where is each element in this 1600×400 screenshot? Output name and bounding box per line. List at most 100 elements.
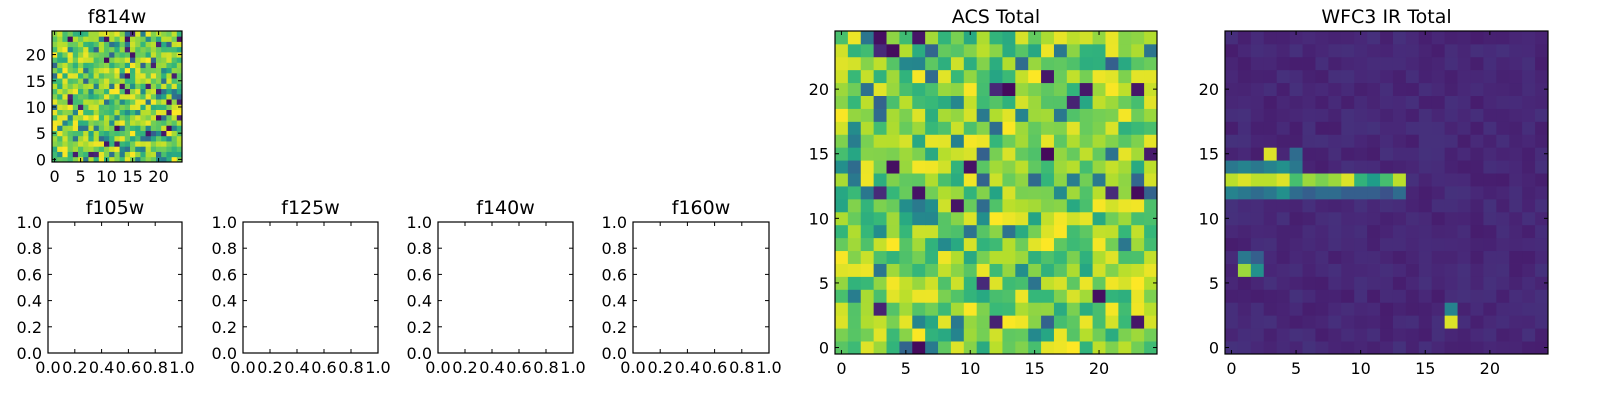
heatmap-cell bbox=[1496, 289, 1510, 303]
heatmap-cell bbox=[1002, 108, 1016, 122]
heatmap-cell bbox=[1289, 108, 1303, 122]
heatmap-cell bbox=[1041, 302, 1055, 316]
heatmap-cell bbox=[1328, 341, 1342, 355]
heatmap-cell bbox=[976, 250, 990, 264]
heatmap-cell bbox=[78, 36, 84, 42]
heatmap-cell bbox=[1315, 250, 1329, 264]
heatmap-cell bbox=[1431, 341, 1446, 355]
heatmap-cell bbox=[166, 83, 172, 90]
heatmap-cell bbox=[1302, 43, 1316, 58]
heatmap-cell bbox=[1092, 237, 1106, 252]
heatmap-cell bbox=[1380, 211, 1394, 226]
heatmap-cell bbox=[1392, 31, 1407, 45]
heatmap-cell bbox=[161, 120, 167, 126]
heatmap-cell bbox=[1367, 173, 1381, 187]
heatmap-cell bbox=[963, 160, 978, 174]
x-tick-label: 20 bbox=[1089, 359, 1109, 378]
heatmap-cell bbox=[140, 88, 146, 95]
heatmap-cell bbox=[124, 72, 131, 79]
heatmap-cell bbox=[912, 69, 926, 84]
heatmap-cell bbox=[925, 315, 939, 329]
heatmap-cell bbox=[1015, 289, 1029, 303]
heatmap-cell bbox=[1328, 56, 1342, 71]
axes-frame-f160w bbox=[632, 221, 770, 354]
heatmap-cell bbox=[104, 78, 110, 84]
heatmap-cell bbox=[989, 211, 1003, 226]
heatmap-cell bbox=[166, 36, 172, 42]
heatmap-cell bbox=[130, 36, 136, 42]
heatmap-cell bbox=[135, 62, 141, 69]
heatmap-cell bbox=[52, 109, 58, 116]
y-tick-label: 0.8 bbox=[602, 239, 627, 258]
heatmap-cell bbox=[963, 173, 978, 187]
heatmap-cell bbox=[1522, 173, 1536, 187]
y-tick-label: 0.0 bbox=[17, 344, 42, 363]
heatmap-cell bbox=[835, 276, 849, 290]
y-tick-label: 20 bbox=[26, 46, 46, 65]
heatmap-cell bbox=[1354, 211, 1368, 226]
heatmap-cell bbox=[1105, 211, 1119, 226]
heatmap-cell bbox=[860, 43, 875, 58]
heatmap-cell bbox=[57, 88, 63, 95]
heatmap-cell bbox=[130, 125, 136, 131]
heatmap-cell bbox=[1509, 224, 1523, 239]
heatmap-cell bbox=[104, 93, 110, 100]
heatmap-cell bbox=[1105, 69, 1119, 84]
heatmap-cell bbox=[847, 121, 862, 135]
heatmap-cell bbox=[1431, 173, 1446, 187]
y-tick-label: 0.4 bbox=[602, 292, 627, 311]
heatmap-cell bbox=[925, 276, 939, 290]
heatmap-cell bbox=[114, 51, 120, 58]
heatmap-cell bbox=[67, 156, 74, 163]
heatmap-cell bbox=[114, 104, 120, 110]
heatmap-cell bbox=[899, 121, 913, 135]
heatmap-cell bbox=[72, 151, 79, 158]
heatmap-cell bbox=[109, 156, 115, 163]
heatmap-cell bbox=[52, 93, 58, 100]
heatmap-cell bbox=[135, 78, 141, 84]
heatmap-cell bbox=[1483, 315, 1497, 329]
heatmap-cell bbox=[1483, 302, 1497, 316]
heatmap-cell bbox=[1457, 276, 1471, 290]
x-tick-label: 15 bbox=[1024, 359, 1044, 378]
heatmap-cell bbox=[1457, 315, 1471, 329]
heatmap-cell bbox=[1250, 134, 1265, 148]
heatmap-cell bbox=[145, 104, 152, 110]
heatmap-cell bbox=[1470, 237, 1484, 252]
panel-title-f140w: f140w bbox=[476, 197, 535, 219]
heatmap-cell bbox=[130, 93, 136, 100]
heatmap-cell bbox=[124, 57, 131, 63]
heatmap-cell bbox=[1276, 328, 1290, 342]
heatmap-cell bbox=[835, 198, 849, 213]
heatmap-cell bbox=[166, 109, 172, 116]
heatmap-cell bbox=[62, 130, 68, 137]
heatmap-cell bbox=[1328, 211, 1342, 226]
heatmap-cell bbox=[1225, 31, 1239, 45]
heatmap-cell bbox=[171, 62, 178, 69]
heatmap-cell bbox=[963, 211, 978, 226]
heatmap-cell bbox=[1457, 250, 1471, 264]
y-tick-label: 0.6 bbox=[602, 265, 627, 284]
heatmap-cell bbox=[1509, 315, 1523, 329]
heatmap-cell bbox=[1053, 95, 1068, 109]
heatmap-cell bbox=[1053, 237, 1068, 252]
heatmap-cell bbox=[1405, 276, 1420, 290]
heatmap-cell bbox=[156, 120, 162, 126]
heatmap-cell bbox=[93, 146, 100, 152]
heatmap-cell bbox=[1105, 147, 1119, 161]
heatmap-cell bbox=[1367, 82, 1381, 96]
heatmap-cell bbox=[140, 51, 146, 58]
heatmap-cell bbox=[1225, 147, 1239, 161]
heatmap-cell bbox=[1457, 173, 1471, 187]
heatmap-cell bbox=[1092, 186, 1106, 200]
heatmap-cell bbox=[1509, 160, 1523, 174]
heatmap-cell bbox=[1015, 263, 1029, 277]
heatmap-cell bbox=[1302, 289, 1316, 303]
heatmap-cell bbox=[912, 211, 926, 226]
heatmap-cell bbox=[886, 328, 900, 342]
heatmap-cell bbox=[1392, 302, 1407, 316]
heatmap-cell bbox=[1118, 250, 1132, 264]
heatmap-cell bbox=[1041, 43, 1055, 58]
heatmap-cell bbox=[1276, 224, 1290, 239]
